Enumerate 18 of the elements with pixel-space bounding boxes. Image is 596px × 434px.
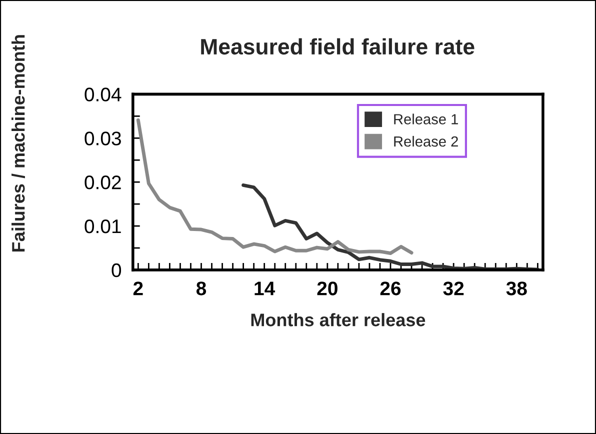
x-tick-label: 20 — [317, 282, 338, 296]
x-tick-label: 26 — [380, 282, 401, 296]
x-axis-title: Months after release — [251, 313, 426, 326]
x-tick-label: 14 — [254, 282, 276, 296]
y-tick-label: 0.02 — [84, 176, 121, 190]
y-tick-label: 0.04 — [84, 88, 122, 102]
y-axis-title: Failures / machine-month — [12, 35, 25, 252]
legend-label: Release 2 — [394, 136, 458, 147]
x-tick-label: 2 — [133, 282, 143, 296]
x-tick-label: 32 — [443, 282, 464, 296]
y-tick-label: 0 — [112, 263, 122, 278]
legend-label: Release 1 — [394, 114, 458, 124]
y-tick-label: 0.03 — [84, 132, 121, 146]
chart-title: Measured field failure rate — [201, 38, 474, 55]
x-tick-label: 8 — [196, 282, 206, 296]
y-tick-label: 0.01 — [84, 219, 121, 234]
x-tick-label: 38 — [506, 282, 527, 296]
line-series — [242, 183, 540, 270]
